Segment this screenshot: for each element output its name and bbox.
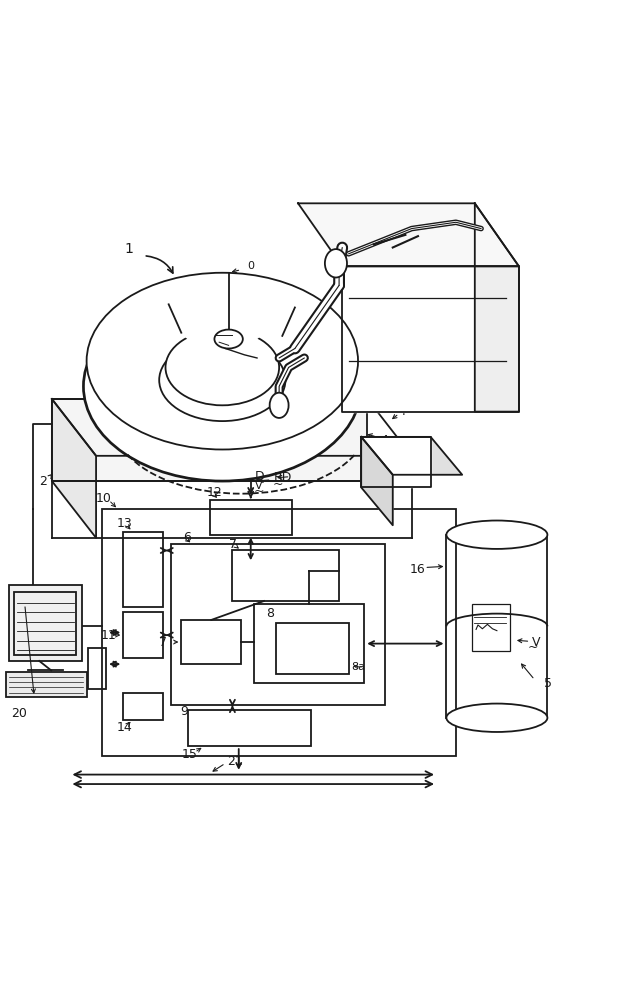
Text: 4: 4 <box>380 434 388 447</box>
Bar <box>89 648 106 689</box>
Ellipse shape <box>214 330 243 349</box>
Ellipse shape <box>159 339 285 421</box>
Bar <box>123 693 163 720</box>
Polygon shape <box>52 399 96 538</box>
Bar <box>254 604 365 683</box>
Text: 14: 14 <box>117 721 133 734</box>
Polygon shape <box>361 437 392 525</box>
Bar <box>210 500 292 535</box>
Text: V: V <box>532 636 540 649</box>
Polygon shape <box>342 266 519 412</box>
Bar <box>9 585 82 661</box>
Ellipse shape <box>446 704 547 732</box>
Text: V: V <box>255 481 262 491</box>
Bar <box>232 550 339 601</box>
Text: P: P <box>402 405 410 418</box>
Ellipse shape <box>87 273 358 450</box>
Bar <box>472 604 510 651</box>
Ellipse shape <box>165 330 279 405</box>
Text: 8a: 8a <box>352 662 366 672</box>
Bar <box>123 532 163 607</box>
Text: D: D <box>255 470 265 483</box>
Text: 12: 12 <box>207 486 223 499</box>
Polygon shape <box>361 437 430 487</box>
Text: 9: 9 <box>180 705 188 718</box>
Ellipse shape <box>84 292 361 481</box>
Ellipse shape <box>446 521 547 549</box>
Bar <box>276 623 349 674</box>
Bar <box>123 612 163 658</box>
Text: 21: 21 <box>227 755 243 768</box>
FancyArrowPatch shape <box>146 256 173 273</box>
Wedge shape <box>174 304 271 367</box>
Text: 11: 11 <box>101 629 117 642</box>
Text: 7: 7 <box>229 538 236 551</box>
Bar <box>14 592 76 655</box>
Text: 5: 5 <box>544 677 552 690</box>
Text: 10: 10 <box>96 492 112 505</box>
Ellipse shape <box>325 249 347 277</box>
Polygon shape <box>475 203 519 412</box>
Ellipse shape <box>269 393 288 418</box>
Text: 7: 7 <box>159 636 167 649</box>
Bar <box>181 620 242 664</box>
Text: 13: 13 <box>117 517 133 530</box>
Bar <box>6 672 87 697</box>
Text: ~: ~ <box>272 478 283 491</box>
Text: ~: ~ <box>253 485 264 498</box>
Bar <box>171 544 385 705</box>
Text: 1: 1 <box>124 242 133 256</box>
Text: 16: 16 <box>410 563 425 576</box>
Text: 6: 6 <box>183 531 191 544</box>
Polygon shape <box>361 437 462 475</box>
Polygon shape <box>298 203 519 266</box>
Bar <box>102 509 456 756</box>
Bar <box>188 710 311 746</box>
Text: ~: ~ <box>527 641 538 654</box>
Text: 3: 3 <box>121 355 129 368</box>
Bar <box>446 535 547 718</box>
Text: 2: 2 <box>39 475 47 488</box>
Text: 20: 20 <box>11 707 27 720</box>
Text: 15: 15 <box>182 748 198 761</box>
Text: RD: RD <box>274 471 292 484</box>
Polygon shape <box>52 399 368 481</box>
Polygon shape <box>52 399 411 456</box>
Text: 8: 8 <box>266 607 275 620</box>
Text: 0: 0 <box>247 261 255 271</box>
